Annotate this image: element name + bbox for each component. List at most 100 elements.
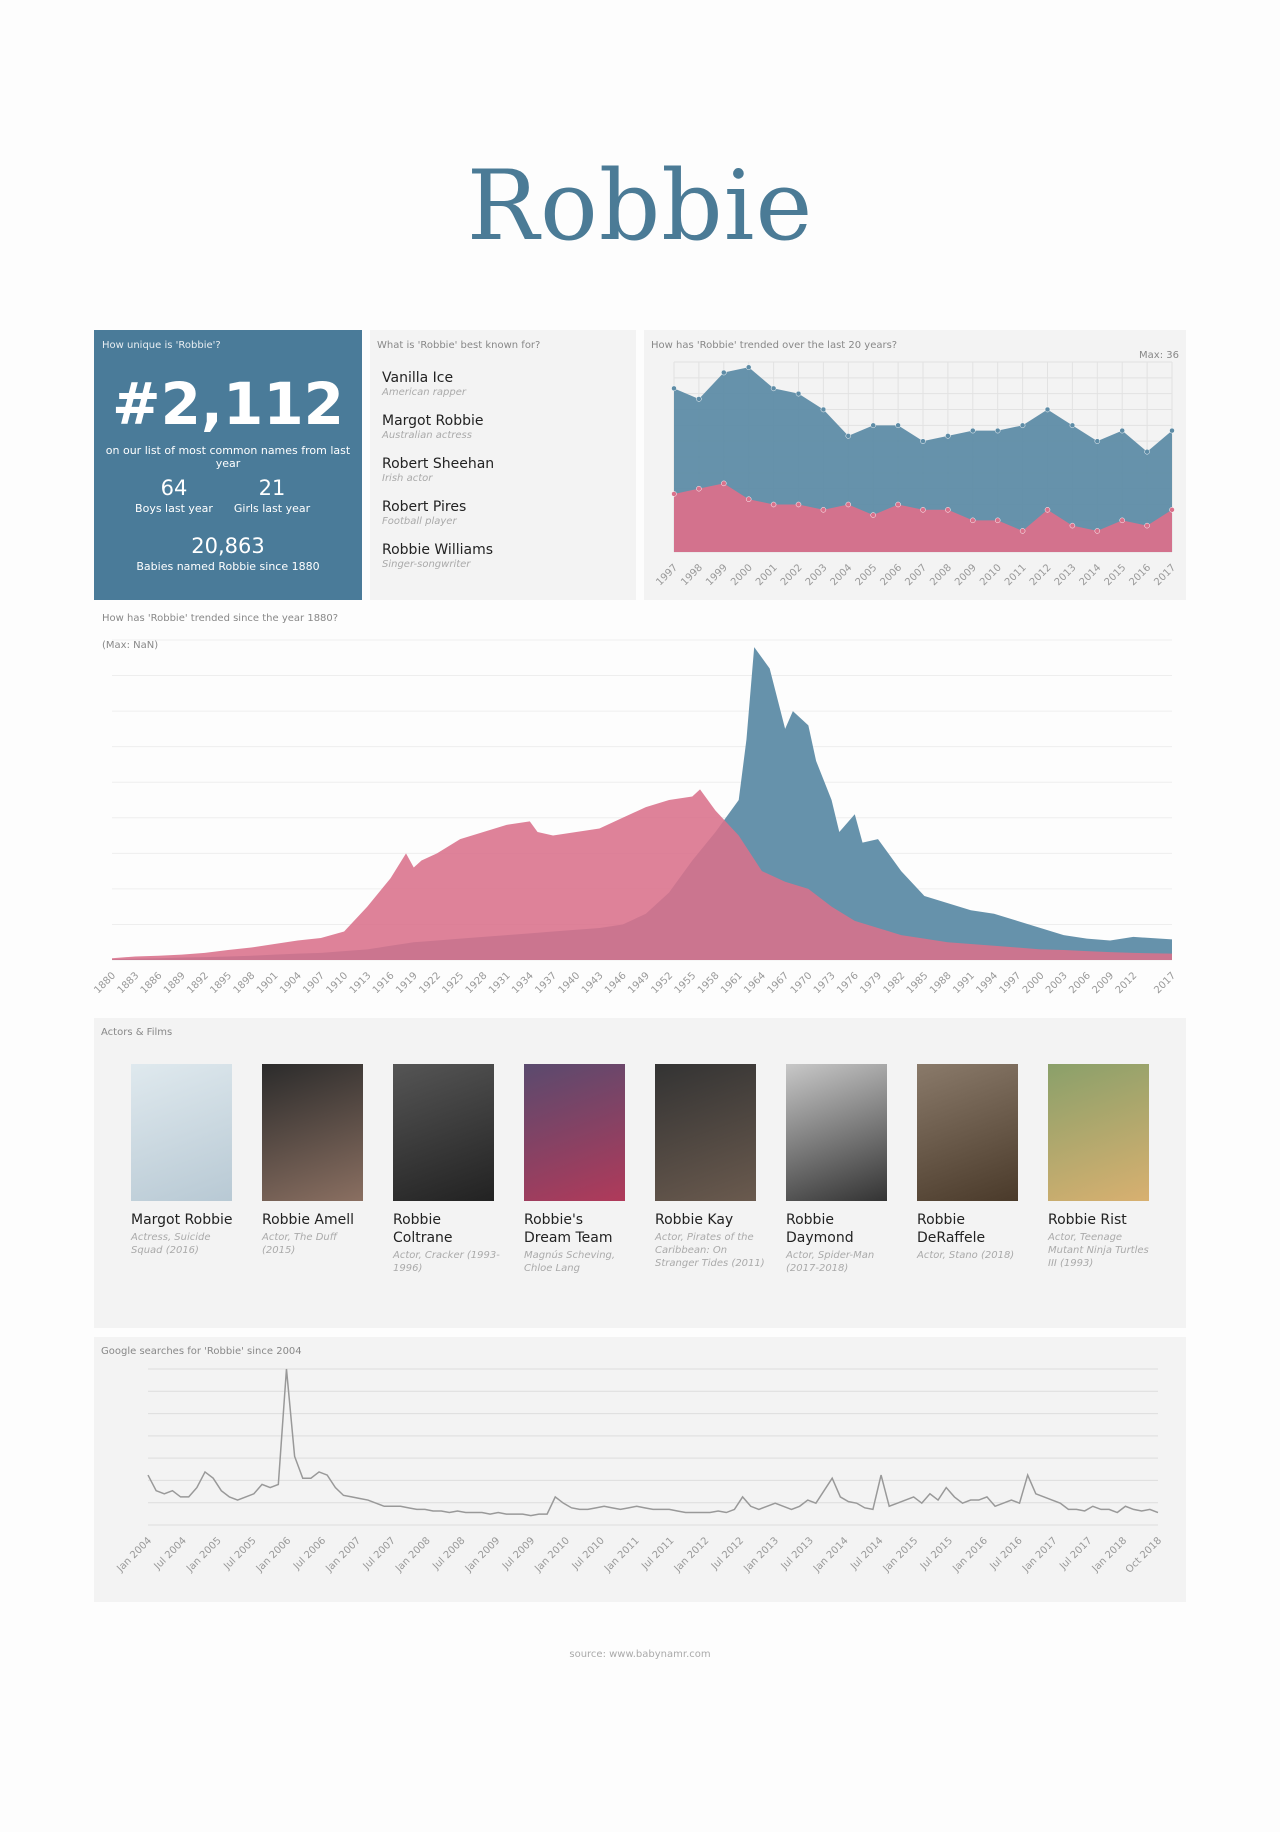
x-tick-label: 2001 [754, 562, 780, 588]
x-tick-label: 2007 [903, 562, 929, 588]
data-point [945, 507, 951, 513]
trend-20-chart: 1997 1998 1999 2000 2001 2002 2003 2004 2005 2006… [654, 361, 1178, 588]
data-point [920, 507, 926, 513]
x-tick-label: Jul 2016 [988, 1535, 1025, 1572]
actor-photo-icon [393, 1064, 494, 1201]
boys-count: 64 [160, 476, 188, 500]
data-point [845, 433, 852, 439]
data-point [770, 385, 777, 392]
data-point [1019, 422, 1026, 429]
girls-area [112, 789, 1172, 960]
actor-card[interactable]: Robbie Coltrane Actor, Cracker (1993-1996… [393, 1064, 503, 1275]
x-tick-label: 1922 [417, 970, 443, 996]
x-tick-label: 2006 [1067, 970, 1093, 996]
actor-card[interactable]: Robbie Kay Actor, Pirates of the Caribbea… [655, 1064, 765, 1270]
x-tick-label: 2014 [1078, 562, 1104, 588]
data-point [671, 385, 677, 392]
actor-role: Actor, Cracker (1993-1996) [393, 1250, 500, 1274]
x-tick-label: Jan 2007 [323, 1535, 363, 1575]
total-label: Babies named Robbie since 1880 [136, 560, 320, 573]
data-point [1144, 522, 1150, 529]
x-tick-label: Jan 2017 [1020, 1535, 1060, 1575]
x-tick-label: 2003 [804, 562, 830, 588]
known-for-desc: American rapper [382, 387, 466, 398]
x-tick-label: 1998 [679, 562, 705, 588]
x-tick-label: Jul 2012 [709, 1535, 746, 1572]
search-trend-line [147, 1368, 1159, 1517]
x-tick-label: 2008 [928, 562, 954, 588]
x-tick-label: 2012 [1028, 562, 1054, 588]
page-title: Robbie [466, 150, 814, 262]
x-tick-label: 1994 [974, 970, 1000, 996]
data-point [895, 501, 901, 508]
actor-card[interactable]: Robbie DeRaffele Actor, Stano (2018) [917, 1064, 1027, 1262]
x-tick-label: 1901 [255, 970, 281, 996]
data-point [1169, 507, 1175, 513]
x-tick-label: 1928 [464, 970, 490, 996]
x-tick-label: Jan 2009 [463, 1535, 503, 1575]
x-tick-label: 2011 [1003, 562, 1029, 588]
boys-area [112, 647, 1172, 960]
data-point [745, 364, 752, 371]
data-point [895, 422, 901, 429]
known-for-desc: Australian actress [382, 430, 472, 441]
actors-panel: Actors & Films Margot Robbie Actress, Sui… [94, 1018, 1186, 1328]
x-tick-label: Jan 2010 [532, 1535, 572, 1575]
x-tick-label: Jan 2008 [393, 1535, 433, 1575]
x-tick-label: Oct 2018 [1124, 1535, 1164, 1575]
data-point [745, 496, 752, 502]
data-point [1119, 427, 1125, 434]
actor-card[interactable]: Margot Robbie Actress, Suicide Squad (201… [131, 1064, 241, 1257]
x-tick-label: 2016 [1127, 562, 1153, 588]
x-tick-label: 1916 [371, 970, 397, 996]
actor-name: Robbie Daymond [786, 1212, 854, 1246]
data-point [721, 369, 727, 376]
trend-20-caption: How has 'Robbie' trended over the last 2… [651, 340, 898, 351]
x-tick-label: 1955 [673, 970, 699, 996]
known-for-caption: What is 'Robbie' best known for? [377, 340, 541, 351]
x-tick-label: 1937 [533, 970, 559, 996]
actor-photo-icon [917, 1064, 1018, 1201]
x-tick-label: 1919 [394, 970, 420, 996]
x-tick-label: 1958 [696, 970, 722, 996]
uniqueness-caption: How unique is 'Robbie'? [102, 340, 221, 351]
actor-card[interactable]: Robbie Daymond Actor, Spider-Man (2017-20… [786, 1064, 896, 1275]
x-tick-label: 1999 [704, 562, 730, 588]
data-point [994, 517, 1001, 524]
data-point [870, 422, 876, 429]
data-point [1144, 448, 1150, 455]
x-tick-label: 1934 [510, 970, 536, 996]
actor-card[interactable]: Robbie's Dream Team Magnús Scheving, Chlo… [524, 1064, 634, 1275]
actor-photo-icon [1048, 1064, 1149, 1201]
x-tick-label: 1910 [324, 970, 350, 996]
data-point [994, 427, 1001, 434]
x-tick-label: Jan 2016 [950, 1535, 990, 1575]
data-point [970, 427, 976, 434]
x-tick-label: 2015 [1103, 562, 1129, 588]
x-tick-label: 1895 [208, 970, 234, 996]
x-tick-label: Jan 2018 [1090, 1535, 1130, 1575]
actor-name: Robbie Kay [655, 1212, 734, 1228]
data-point [945, 433, 951, 439]
actor-role: Actress, Suicide Squad (2016) [131, 1232, 211, 1256]
trend-20-max: Max: 36 [1139, 350, 1179, 361]
x-tick-label: 1940 [557, 970, 583, 996]
actor-role: Actor, Stano (2018) [917, 1250, 1015, 1261]
rank-label: on our list of most common names from la… [105, 444, 351, 470]
actor-name: Margot Robbie [131, 1212, 233, 1228]
x-tick-label: Jan 2011 [602, 1535, 642, 1575]
source-credit: source: www.babynamr.com [569, 1649, 711, 1660]
x-tick-label: 2017 [1152, 562, 1178, 588]
x-tick-label: 1880 [92, 970, 118, 996]
actor-role: Magnús Scheving, Chloe Lang [524, 1250, 616, 1274]
total-stat: 20,863 Babies named Robbie since 1880 [94, 534, 362, 573]
x-tick-label: 1988 [928, 970, 954, 996]
x-tick-label: Jul 2011 [639, 1535, 676, 1572]
x-tick-label: 2006 [878, 562, 904, 588]
actor-card[interactable]: Robbie Rist Actor, Teenage Mutant Ninja T… [1048, 1064, 1158, 1270]
girls-stat: 21 Girls last year [222, 476, 322, 515]
x-tick-label: 1892 [185, 970, 211, 996]
data-point [1069, 422, 1076, 429]
actor-card[interactable]: Robbie Amell Actor, The Duff (2015) [262, 1064, 372, 1257]
